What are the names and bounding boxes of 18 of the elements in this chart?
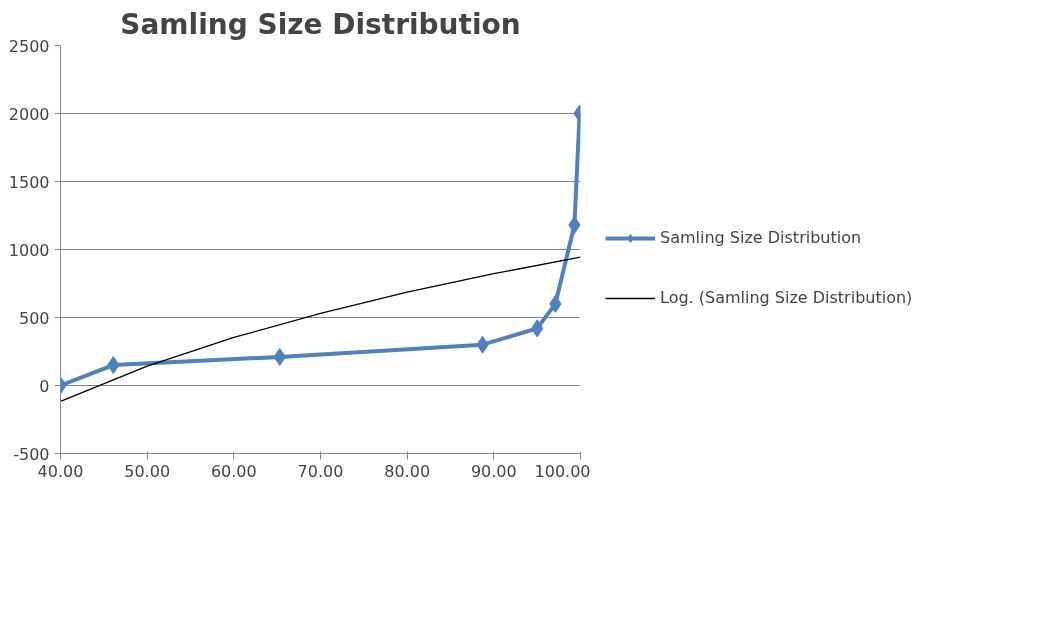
y-tick-label: 500: [18, 308, 50, 328]
x-tick-label: 40.00: [37, 461, 84, 481]
x-tick-label: 100.00: [534, 461, 591, 481]
chart-title: Samling Size Distribution: [120, 7, 521, 41]
y-tick-label: 2500: [8, 36, 50, 56]
x-tick-label: 70.00: [297, 461, 344, 481]
x-tick-label: 80.00: [384, 461, 431, 481]
legend-label: Log. (Samling Size Distribution): [660, 288, 913, 307]
y-tick-label: 1500: [8, 172, 50, 192]
y-tick-label: 1000: [8, 240, 50, 260]
legend-label: Samling Size Distribution: [660, 228, 862, 247]
y-tick-label: -500: [13, 444, 50, 464]
x-tick-label: 50.00: [124, 461, 171, 481]
x-tick-label: 60.00: [210, 461, 257, 481]
y-tick-label: 2000: [8, 104, 50, 124]
x-tick-label: 90.00: [470, 461, 517, 481]
y-tick-label: 0: [39, 376, 50, 396]
line-series: [60, 256, 581, 402]
